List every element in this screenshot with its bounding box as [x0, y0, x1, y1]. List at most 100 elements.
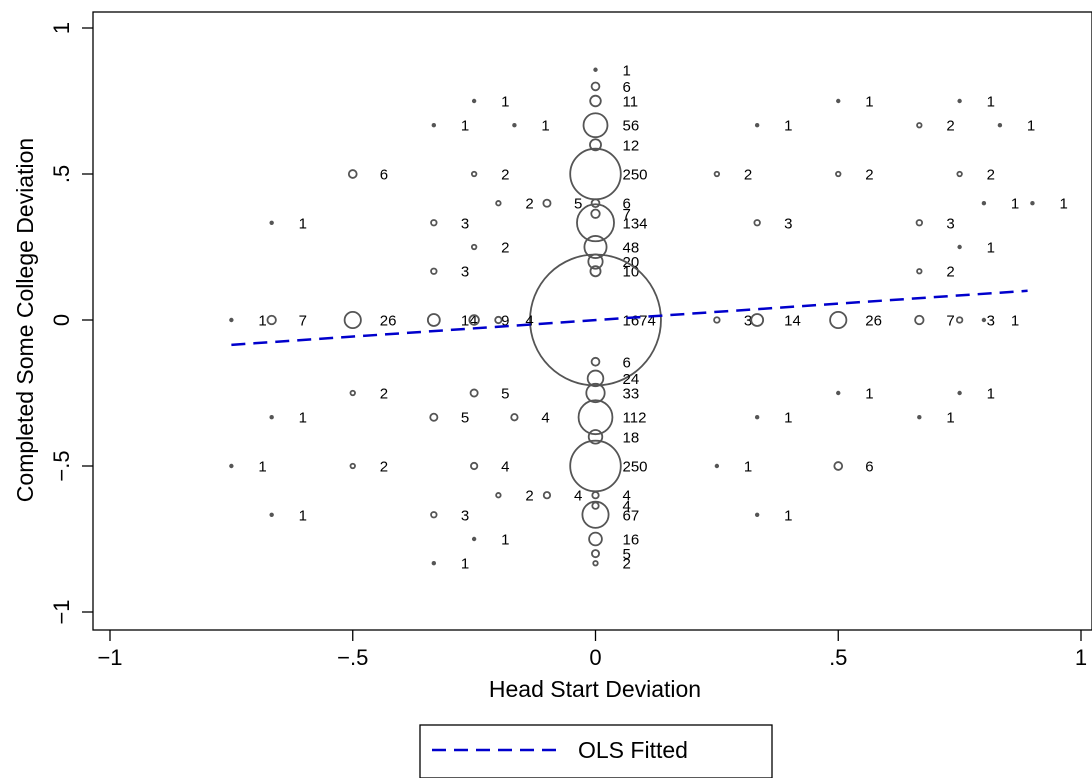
legend-label: OLS Fitted: [578, 737, 688, 763]
data-point-label: 3: [744, 313, 752, 330]
data-point: [836, 390, 841, 396]
data-point-label: 2: [744, 167, 752, 184]
data-point-label: 3: [946, 215, 954, 232]
data-point-label: 2: [623, 556, 631, 573]
data-point: [916, 122, 923, 129]
data-point-label: 1: [1011, 313, 1019, 330]
data-point-label: 2: [525, 196, 533, 213]
data-point-label: 6: [865, 459, 873, 476]
data-point: [512, 123, 517, 128]
data-point: [471, 536, 477, 542]
data-point: [347, 169, 358, 179]
data-point: [431, 561, 437, 566]
data-point: [589, 94, 602, 108]
data-point-label: 2: [501, 240, 509, 257]
data-point-label: 4: [501, 459, 509, 476]
data-point: [754, 123, 760, 128]
data-point-label: 1: [461, 556, 469, 573]
data-point: [829, 310, 848, 330]
data-point-label: 1: [461, 118, 469, 135]
data-point: [591, 491, 600, 500]
data-point: [915, 219, 923, 227]
data-point-label: 2: [946, 118, 954, 135]
y-tick-label: 1: [49, 22, 74, 34]
data-point: [590, 81, 601, 92]
data-point-label: 250: [623, 459, 648, 476]
data-point-label: 1: [258, 459, 266, 476]
data-point-label: 1: [501, 94, 509, 111]
data-point-label: 3: [784, 215, 792, 232]
data-point: [714, 463, 720, 469]
data-point-label: 1: [946, 410, 954, 427]
data-point-label: 1: [744, 459, 752, 476]
x-tick-label: 1: [1075, 645, 1087, 670]
data-point-label: 1: [501, 532, 509, 549]
data-point-label: 1: [258, 313, 266, 330]
data-point: [981, 317, 987, 323]
data-point: [430, 511, 438, 519]
data-point-label: 11: [623, 94, 639, 111]
data-point-label: 14: [784, 313, 801, 330]
data-point: [430, 219, 438, 227]
data-point-label: 2: [380, 386, 388, 403]
data-point-label: 1: [299, 507, 307, 524]
data-point-label: 7: [299, 313, 307, 330]
data-point-label: 1: [987, 94, 995, 111]
data-point: [835, 170, 842, 178]
data-point: [956, 170, 963, 178]
data-point: [471, 98, 477, 104]
data-point: [589, 138, 602, 152]
data-point: [349, 462, 356, 470]
data-point-label: 1: [865, 94, 873, 111]
x-axis-title: Head Start Deviation: [489, 676, 701, 702]
data-point-label: 2: [865, 167, 873, 184]
data-point-label: 250: [623, 167, 648, 184]
data-point: [750, 313, 765, 327]
data-point: [229, 463, 234, 469]
data-point-label: 7: [946, 313, 954, 330]
data-point: [917, 415, 922, 420]
data-point: [542, 198, 552, 208]
data-point: [713, 316, 721, 324]
data-point: [588, 531, 603, 547]
data-point-label: 3: [461, 507, 469, 524]
data-point-label: 1: [1059, 196, 1067, 213]
data-point-label: 2: [987, 167, 995, 184]
data-point-label: 112: [623, 410, 647, 427]
data-point: [590, 356, 601, 367]
data-point-label: 9: [501, 313, 509, 330]
legend: OLS Fitted: [419, 724, 773, 778]
data-point-label: 1: [623, 62, 631, 79]
y-tick-label: 0: [49, 314, 74, 326]
data-point-label: 1: [865, 386, 873, 403]
x-axis: −1 −.5 0 .5 1: [97, 630, 1087, 670]
x-tick-label: .5: [829, 645, 847, 670]
data-point-label: 1: [541, 118, 549, 135]
data-point: [957, 390, 962, 396]
y-tick-label: −.5: [49, 450, 74, 481]
y-tick-label: −1: [49, 599, 74, 624]
data-point: [470, 243, 478, 251]
data-point: [495, 200, 502, 207]
x-tick-label: −.5: [337, 645, 368, 670]
data-point: [713, 170, 721, 178]
data-point: [585, 382, 606, 404]
data-point-label: 26: [865, 313, 882, 330]
data-point-label: 1: [987, 386, 995, 403]
data-point-label: 2: [525, 488, 533, 505]
data-point: [426, 313, 441, 327]
x-tick-label: −1: [97, 645, 122, 670]
legend-box: [419, 724, 773, 778]
data-point-label: 4: [541, 410, 549, 427]
data-point: [269, 415, 274, 420]
data-point-label: 5: [461, 410, 469, 427]
data-point: [957, 244, 962, 250]
data-point-label: 56: [623, 118, 640, 135]
data-point: [343, 310, 362, 330]
data-point-label: 3: [461, 264, 469, 281]
data-point: [836, 98, 841, 104]
data-point-label: 1: [784, 118, 792, 135]
data-point-label: 26: [380, 313, 397, 330]
data-point: [753, 219, 761, 227]
data-point: [431, 123, 437, 128]
